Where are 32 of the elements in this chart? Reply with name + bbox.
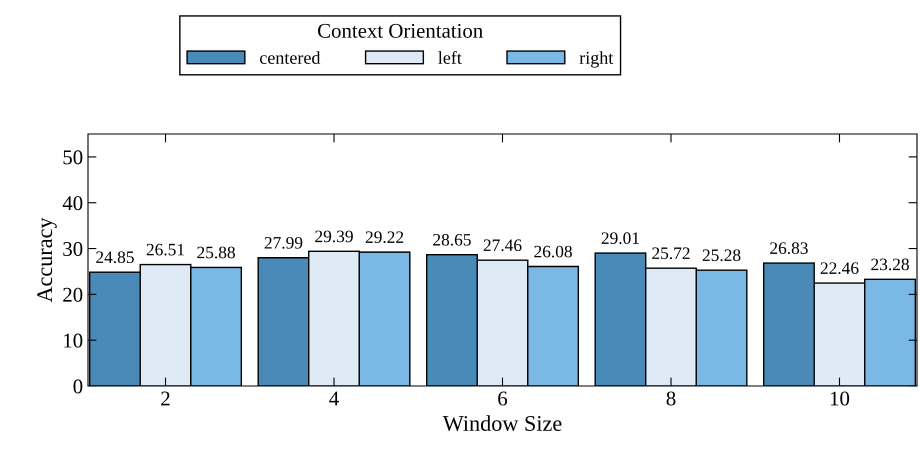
x-tick-label: 6 [498,392,508,406]
data-label: 23.28 [871,258,909,270]
y-tick-label: 40 [62,196,82,210]
data-label: 29.01 [602,232,639,244]
legend-label: left [438,51,462,64]
data-label: 28.65 [433,234,471,246]
legend-title: Context Orientation [318,24,483,38]
x-tick-label: 8 [666,391,676,406]
data-label: 24.85 [96,251,134,264]
y-axis-title: Accuracy [37,218,57,302]
data-label: 26.51 [146,244,184,256]
x-tick-label: 4 [329,392,339,406]
data-label: 27.46 [484,239,522,252]
data-label: 26.08 [534,246,572,258]
data-label: 25.72 [652,247,690,260]
y-tick-label: 0 [74,379,82,394]
data-label: 25.88 [197,246,235,258]
data-label: 22.46 [820,262,859,274]
x-tick-label: 10 [830,391,850,406]
legend-label: right [580,51,614,68]
data-label: 26.83 [770,242,808,254]
y-tick-label: 30 [63,242,82,256]
y-tick-label: 20 [63,288,82,302]
legend-label: centered [260,51,320,64]
y-tick-label: 10 [64,334,82,348]
data-label: 29.22 [366,231,404,244]
y-tick-label: 50 [64,150,82,164]
data-label: 27.99 [264,237,302,249]
x-axis-title: Window Size [442,415,562,432]
data-label: 29.39 [315,230,353,242]
x-tick-label: 2 [161,392,170,406]
data-label: 25.28 [702,249,740,262]
